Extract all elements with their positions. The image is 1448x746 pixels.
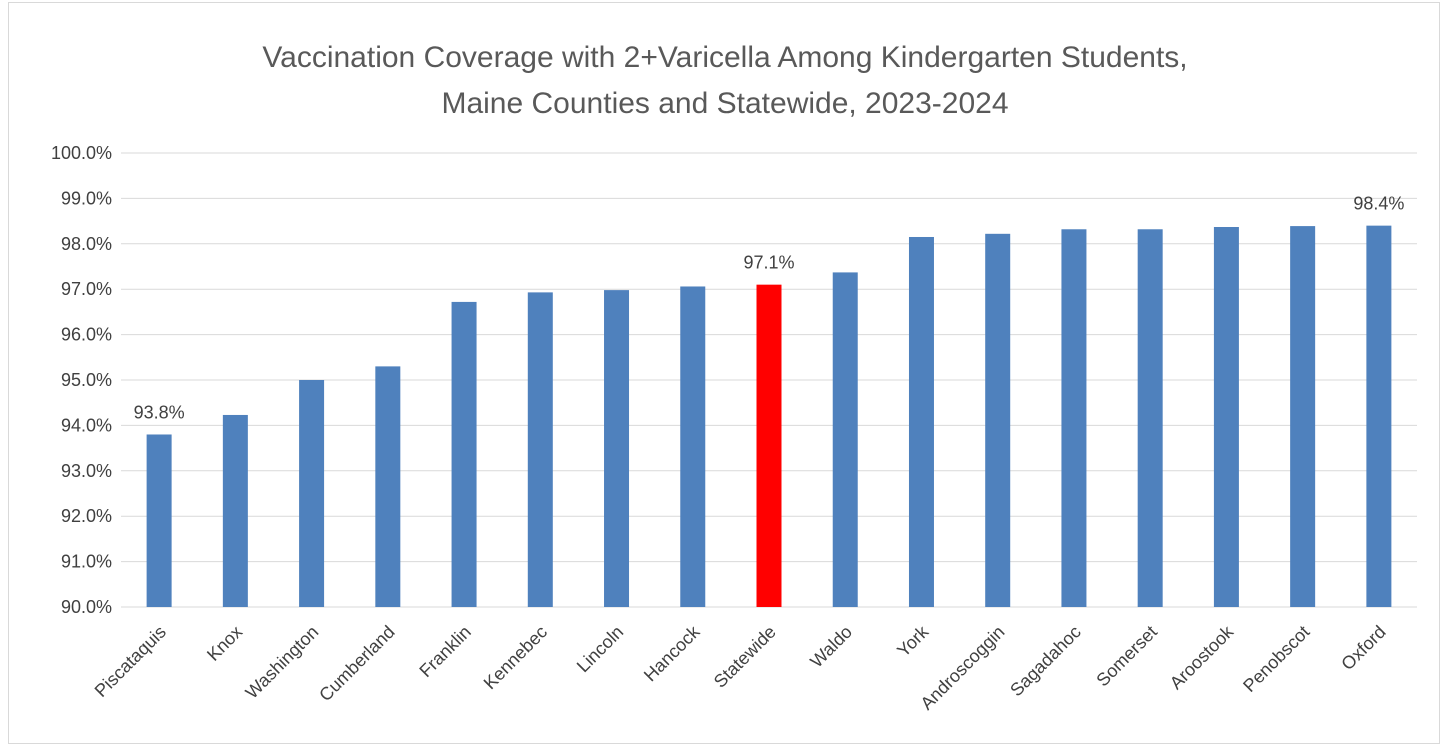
x-category-label: York [893, 621, 933, 661]
y-tick-label: 95.0% [61, 370, 112, 390]
y-tick-label: 90.0% [61, 597, 112, 617]
bar-franklin [451, 301, 477, 607]
x-category-label: Statewide [710, 622, 780, 692]
x-category-label: Oxford [1337, 622, 1389, 674]
chart-title-line-2: Maine Counties and Statewide, 2023-2024 [441, 87, 1008, 120]
chart-frame: Vaccination Coverage with 2+Varicella Am… [8, 2, 1440, 744]
y-tick-label: 99.0% [61, 188, 112, 208]
x-category-label: Knox [203, 622, 246, 665]
y-tick-label: 93.0% [61, 461, 112, 481]
bar-somerset [1137, 229, 1163, 607]
bar-penobscot [1290, 226, 1316, 607]
bar-york [908, 236, 934, 608]
x-category-label: Cumberland [315, 622, 398, 705]
x-category-label: Franklin [415, 622, 474, 681]
x-category-label: Aroostook [1166, 621, 1238, 693]
x-category-label: Lincoln [573, 622, 627, 676]
y-tick-label: 94.0% [61, 415, 112, 435]
data-label-piscataquis: 93.8% [134, 402, 185, 422]
x-category-label: Somerset [1092, 622, 1161, 691]
bar-hancock [680, 286, 706, 607]
data-label-oxford: 98.4% [1353, 194, 1404, 214]
chart-title-line-1: Vaccination Coverage with 2+Varicella Am… [262, 41, 1187, 74]
y-tick-label: 96.0% [61, 325, 112, 345]
bar-washington [299, 380, 325, 607]
x-category-label: Waldo [806, 622, 856, 672]
y-tick-label: 100.0% [51, 143, 112, 163]
bar-cumberland [375, 366, 401, 607]
bar-statewide [756, 284, 782, 607]
bar-knox [222, 414, 248, 607]
x-category-label: Kennebec [480, 622, 551, 693]
data-labels: 93.8% 97.1% 98.4% [134, 194, 1405, 423]
data-label-statewide: 97.1% [743, 253, 794, 273]
bar-piscataquis [146, 434, 172, 607]
y-axis-ticks: 90.0% 91.0% 92.0% 93.0% 94.0% 95.0% 96.0% 97.0%… [51, 143, 112, 617]
bar-chart: Vaccination Coverage with 2+Varicella Am… [51, 41, 1417, 714]
bar-sagadahoc [1061, 229, 1087, 607]
bar-lincoln [604, 290, 630, 607]
x-category-label: Piscataquis [91, 622, 170, 701]
x-category-label: Washington [242, 622, 323, 703]
y-tick-label: 91.0% [61, 552, 112, 572]
bar-kennebec [527, 292, 553, 607]
bar-oxford [1366, 225, 1392, 607]
y-tick-label: 92.0% [61, 506, 112, 526]
y-tick-label: 97.0% [61, 279, 112, 299]
y-tick-label: 98.0% [61, 234, 112, 254]
x-category-label: Penobscot [1239, 622, 1313, 696]
bar-androscoggin [985, 233, 1011, 607]
bar-aroostook [1213, 227, 1239, 607]
bar-waldo [832, 272, 858, 607]
x-category-label: Sagadahoc [1006, 622, 1085, 701]
bars [146, 225, 1392, 608]
x-category-label: Hancock [640, 621, 704, 685]
